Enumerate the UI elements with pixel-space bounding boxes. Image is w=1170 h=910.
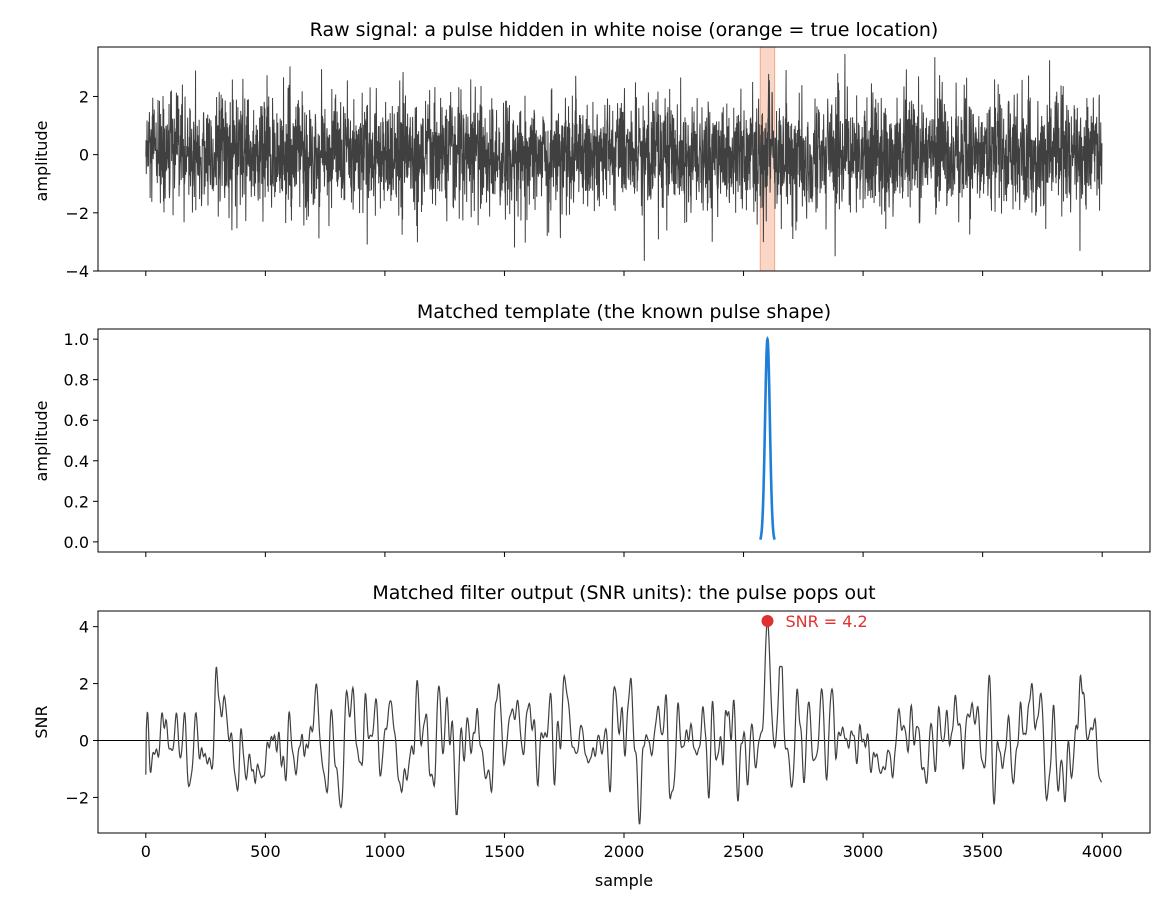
y-tick-label: 0.4 bbox=[64, 452, 89, 471]
x-tick-label: 3000 bbox=[843, 842, 884, 861]
y-tick-label: −4 bbox=[65, 262, 89, 281]
axis-ticks: −4 −2 0 2 bbox=[65, 87, 1103, 281]
panel-title: Matched template (the known pulse shape) bbox=[417, 301, 831, 323]
y-tick-label: 1.0 bbox=[64, 330, 89, 349]
x-axis-label: sample bbox=[595, 871, 653, 890]
x-tick-label: 2000 bbox=[604, 842, 645, 861]
y-tick-label: 0.0 bbox=[64, 533, 89, 552]
panel-raw-signal: Raw signal: a pulse hidden in white nois… bbox=[32, 19, 1151, 281]
y-tick-label: 4 bbox=[79, 618, 89, 637]
peak-label: SNR = 4.2 bbox=[785, 612, 867, 631]
axis-ticks: 0.0 0.2 0.4 0.6 0.8 1.0 bbox=[64, 330, 1103, 557]
x-tick-label: 0 bbox=[141, 842, 151, 861]
raw-signal-line bbox=[145, 53, 1103, 261]
y-tick-label: −2 bbox=[65, 204, 89, 223]
y-axis-label: amplitude bbox=[32, 401, 51, 482]
plot-frame bbox=[97, 610, 1151, 834]
x-tick-label: 1500 bbox=[484, 842, 525, 861]
x-tick-label: 1000 bbox=[365, 842, 406, 861]
y-axis-label: SNR bbox=[32, 705, 51, 738]
y-tick-label: 0 bbox=[79, 146, 89, 165]
y-tick-label: 0.8 bbox=[64, 371, 89, 390]
y-tick-label: 0.6 bbox=[64, 411, 89, 430]
y-tick-label: 2 bbox=[79, 87, 89, 106]
plot-frame bbox=[97, 328, 1151, 553]
panel-title: Matched filter output (SNR units): the p… bbox=[372, 582, 875, 604]
x-tick-label: 2500 bbox=[723, 842, 764, 861]
peak-marker bbox=[761, 614, 774, 627]
y-tick-label: 0 bbox=[79, 732, 89, 751]
axis-ticks: −2 0 2 4 0 500 1000 1500 2000 2500 3000 3500 4000 bbox=[65, 618, 1122, 861]
y-tick-label: −2 bbox=[65, 788, 89, 807]
x-tick-label: 500 bbox=[250, 842, 281, 861]
y-axis-label: amplitude bbox=[32, 121, 51, 202]
y-tick-label: 2 bbox=[79, 675, 89, 694]
template-pulse-line bbox=[759, 336, 776, 541]
x-tick-label: 4000 bbox=[1082, 842, 1123, 861]
x-tick-label: 3500 bbox=[962, 842, 1003, 861]
plot-frame bbox=[97, 46, 1151, 272]
panel-title: Raw signal: a pulse hidden in white nois… bbox=[310, 19, 939, 41]
panel-matched-template: Matched template (the known pulse shape)… bbox=[32, 301, 1151, 557]
snr-line bbox=[145, 620, 1103, 825]
panel-matched-filter-output: Matched filter output (SNR units): the p… bbox=[32, 582, 1151, 890]
y-tick-label: 0.2 bbox=[64, 492, 89, 511]
